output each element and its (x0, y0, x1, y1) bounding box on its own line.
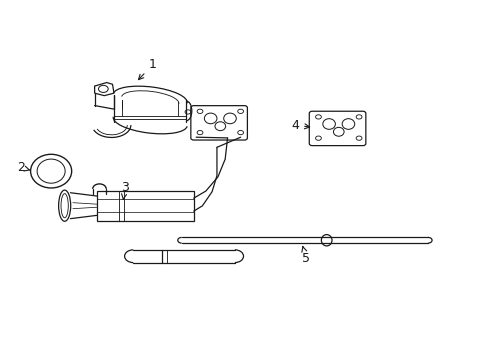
Text: 1: 1 (138, 58, 156, 80)
Text: 3: 3 (121, 181, 129, 199)
Text: 4: 4 (291, 118, 309, 131)
Text: 5: 5 (301, 247, 310, 265)
Bar (97, 191, 193, 221)
Text: 2: 2 (17, 161, 30, 174)
